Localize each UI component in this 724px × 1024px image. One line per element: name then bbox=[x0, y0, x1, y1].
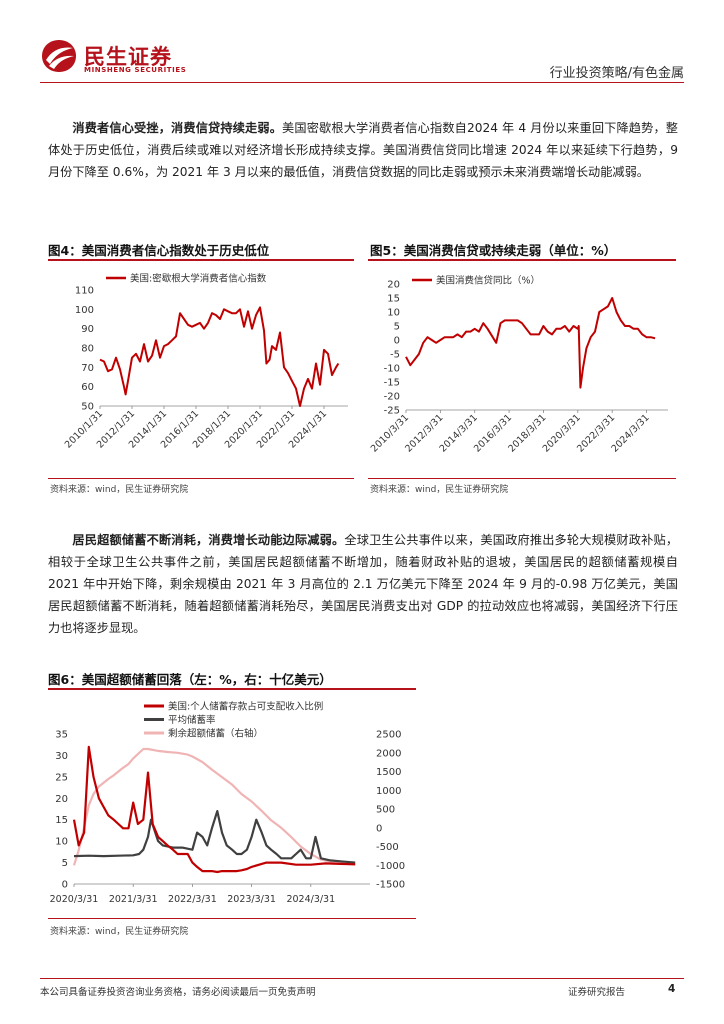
x-tick-label: 2023/3/31 bbox=[227, 894, 276, 905]
fig6-source: 资料来源：wind，民生证券研究院 bbox=[50, 927, 189, 937]
paragraph-excess-savings: 居民超额储蓄不断消耗，消费增长动能边际减弱。全球卫生公共事件以来，美国政府推出多… bbox=[48, 529, 678, 639]
x-tick-label: 2022/3/31 bbox=[168, 894, 217, 905]
y-left-tick-label: 5 bbox=[62, 858, 68, 869]
y-tick-label: 110 bbox=[75, 286, 94, 297]
fig5-title-rule bbox=[368, 259, 676, 261]
fig5-source: 资料来源：wind，民生证券研究院 bbox=[370, 485, 509, 495]
y-right-tick-label: 1000 bbox=[376, 786, 401, 797]
y-left-tick-label: 15 bbox=[55, 815, 68, 826]
y-tick-label: 10 bbox=[387, 308, 400, 319]
y-right-tick-label: 0 bbox=[376, 823, 382, 834]
y-right-tick-label: -1500 bbox=[376, 880, 405, 891]
legend-label: 美国消费信贷同比（%） bbox=[436, 275, 540, 287]
y-tick-label: -15 bbox=[384, 378, 400, 389]
paragraph-body: 美国密歇根大学消费者信心指数自2024 年 4 月份以来重回下降趋势，整体处于历… bbox=[48, 121, 678, 179]
footer-divider bbox=[40, 978, 684, 979]
legend-label: 美国:密歇根大学消费者信心指数 bbox=[130, 273, 267, 285]
fig6-chart: 0 5 10 15 20 25 30 35 -1500 -1000 -500 0 500 1000 1500… bbox=[50, 701, 405, 906]
fig6-title: 图6：美国超额储蓄回落（左：%，右：十亿美元） bbox=[48, 672, 332, 687]
y-right-tick-label: 2000 bbox=[376, 748, 401, 759]
y-tick-label: -25 bbox=[384, 406, 400, 417]
fig4-chart: 50607080901001102010/1/312012/1/312014/1… bbox=[63, 273, 348, 451]
minsheng-logo-icon bbox=[42, 40, 76, 72]
legend-label: 美国:个人储蓄存款占可支配收入比例 bbox=[168, 701, 323, 713]
y-left-tick-label: 10 bbox=[55, 837, 68, 848]
header-divider bbox=[40, 82, 684, 83]
paragraph-consumer-confidence: 消费者信心受挫，消费信贷持续走弱。美国密歇根大学消费者信心指数自2024 年 4… bbox=[48, 117, 678, 183]
y-tick-label: 60 bbox=[81, 382, 94, 393]
y-tick-label: 5 bbox=[394, 322, 400, 333]
y-right-tick-label: -1000 bbox=[376, 861, 405, 872]
fig5-title: 图5：美国消费信贷或持续走弱（单位：%） bbox=[370, 243, 617, 258]
y-right-tick-label: 500 bbox=[376, 805, 395, 816]
legend-label: 剩余超额储蓄（右轴） bbox=[168, 728, 263, 740]
y-left-tick-label: 35 bbox=[55, 730, 68, 741]
series-line bbox=[405, 297, 656, 389]
y-right-tick-label: 1500 bbox=[376, 767, 401, 778]
series-line bbox=[72, 745, 356, 874]
report-header: 民生证券 MINSHENG SECURITIES 行业投资策略/有色金属 bbox=[40, 38, 684, 81]
footer-disclaimer: 本公司具备证券投资咨询业务资格，请务必阅读最后一页免责声明 bbox=[40, 987, 316, 998]
page-number: 4 bbox=[668, 983, 676, 995]
fig4-title: 图4：美国消费者信心指数处于历史低位 bbox=[48, 243, 270, 258]
x-tick-label: 2021/3/31 bbox=[109, 894, 158, 905]
series-line bbox=[99, 306, 340, 407]
y-tick-label: 100 bbox=[75, 305, 94, 316]
logo-text-cn: 民生证券 bbox=[84, 45, 172, 69]
y-right-tick-label: 2500 bbox=[376, 730, 401, 741]
y-tick-label: 50 bbox=[81, 402, 94, 413]
y-tick-label: -20 bbox=[384, 392, 400, 403]
y-tick-label: 15 bbox=[387, 294, 400, 305]
paragraph-lead: 消费者信心受挫，消费信贷持续走弱。 bbox=[72, 121, 283, 135]
y-tick-label: 70 bbox=[81, 363, 94, 374]
y-left-tick-label: 25 bbox=[55, 772, 68, 783]
y-tick-label: 0 bbox=[394, 336, 400, 347]
y-left-tick-label: 30 bbox=[55, 751, 68, 762]
paragraph-lead: 居民超额储蓄不断消耗，消费增长动能边际减弱。 bbox=[72, 533, 345, 547]
x-tick-label: 2020/3/31 bbox=[50, 894, 99, 905]
fig6-title-rule bbox=[48, 688, 416, 690]
fig4-source: 资料来源：wind，民生证券研究院 bbox=[50, 485, 189, 495]
fig6-bottom-rule bbox=[48, 918, 416, 919]
y-tick-label: 20 bbox=[387, 280, 400, 291]
y-tick-label: 90 bbox=[81, 324, 94, 335]
x-tick-label: 2024/3/31 bbox=[286, 894, 335, 905]
fig5-chart: -25-20-15-10-5051015202010/3/312012/3/31… bbox=[369, 275, 668, 455]
paragraph-body: 全球卫生公共事件以来，美国政府推出多轮大规模财政补贴，相较于全球卫生公共事件之前… bbox=[48, 533, 679, 635]
footer-report-type: 证券研究报告 bbox=[568, 987, 626, 998]
y-left-tick-label: 0 bbox=[62, 880, 68, 891]
series-line bbox=[73, 810, 356, 864]
y-tick-label: -5 bbox=[390, 350, 400, 361]
y-left-tick-label: 20 bbox=[55, 794, 68, 805]
y-tick-label: -10 bbox=[384, 364, 400, 375]
fig5-bottom-rule bbox=[368, 478, 676, 479]
series-line bbox=[72, 747, 356, 866]
report-section: 行业投资策略/有色金属 bbox=[549, 66, 684, 81]
fig4-title-rule bbox=[48, 259, 354, 261]
legend-label: 平均储蓄率 bbox=[168, 714, 216, 726]
y-tick-label: 80 bbox=[81, 344, 94, 355]
y-right-tick-label: -500 bbox=[376, 842, 399, 853]
fig4-bottom-rule bbox=[48, 478, 354, 479]
logo-text-en: MINSHENG SECURITIES bbox=[84, 66, 187, 74]
